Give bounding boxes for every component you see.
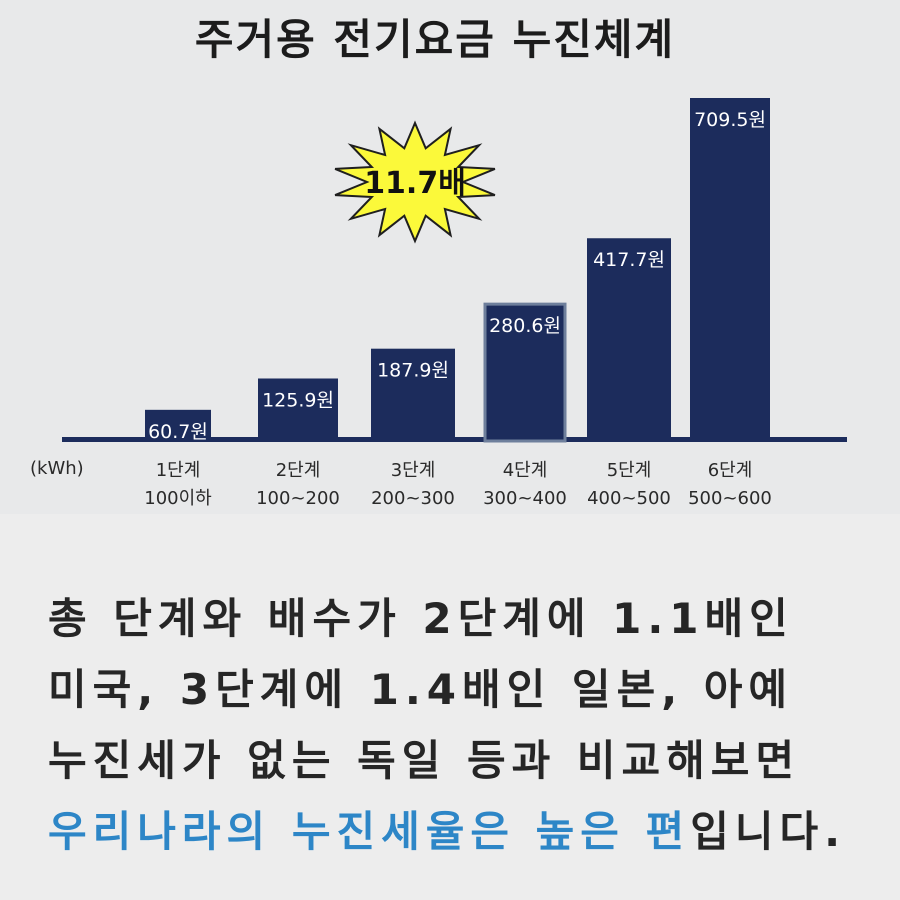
bar-1 (145, 409, 211, 441)
bar-3 (371, 348, 455, 441)
caption-segment: 총 단계와 배수가 2단계에 1.1배인 (48, 594, 794, 643)
tick-range-4: 300~400 (483, 488, 567, 509)
caption-segment: 미국, 3단계에 1.4배인 일본, 아예 (48, 665, 794, 714)
tick-range-6: 500~600 (688, 488, 772, 509)
tick-range-3: 200~300 (371, 488, 455, 509)
multiplier-label: 11.7배 (364, 166, 466, 201)
tick-stage-6: 6단계 (708, 460, 753, 481)
bar-4 (483, 302, 567, 443)
value-label-4: 280.6원 (489, 315, 561, 337)
tick-stage-2: 2단계 (276, 460, 321, 481)
starburst-icon (334, 120, 496, 244)
tick-stage-5: 5단계 (607, 460, 652, 481)
value-label-2: 125.9원 (262, 389, 334, 411)
bar-6 (690, 98, 770, 441)
caption-highlight: 우리나라의 누진세율은 높은 편 (48, 807, 691, 856)
caption-segment: 입니다. (690, 807, 847, 856)
caption-line: 미국, 3단계에 1.4배인 일본, 아예 (48, 654, 868, 725)
unit-label: (kWh) (30, 458, 84, 479)
bar-chart: 11.7배 60.7원 1단계 100이하 125.9원 2단계 100~200 187.9원… (30, 98, 847, 509)
tick-stage-4: 4단계 (503, 460, 548, 481)
value-label-3: 187.9원 (377, 360, 449, 382)
tick-stage-1: 1단계 (156, 460, 201, 481)
value-label-1: 60.7원 (148, 421, 208, 443)
caption-line: 누진세가 없는 독일 등과 비교해보면 (48, 725, 868, 796)
caption-line: 총 단계와 배수가 2단계에 1.1배인 (48, 583, 868, 654)
value-label-6: 709.5원 (694, 109, 766, 131)
tick-range-1: 100이하 (144, 488, 212, 509)
tick-range-5: 400~500 (587, 488, 671, 509)
tick-stage-3: 3단계 (391, 460, 436, 481)
bar-2 (258, 378, 338, 441)
caption-segment: 누진세가 없는 독일 등과 비교해보면 (48, 736, 801, 785)
tick-range-2: 100~200 (256, 488, 340, 509)
chart-title: 주거용 전기요금 누진체계 (194, 15, 676, 64)
bar-5 (587, 238, 671, 441)
caption-line: 우리나라의 누진세율은 높은 편입니다. (48, 796, 868, 867)
value-label-5: 417.7원 (593, 249, 665, 271)
